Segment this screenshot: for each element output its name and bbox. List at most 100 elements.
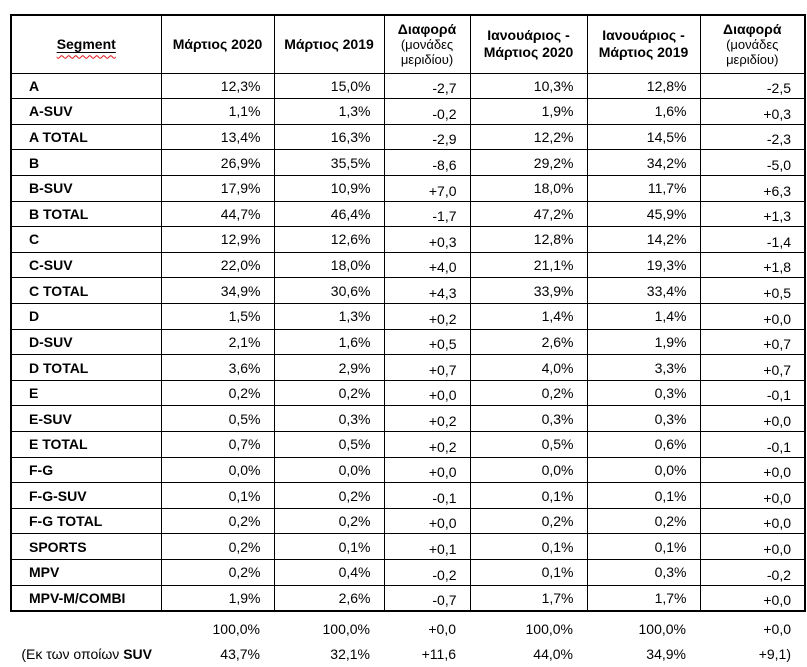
cell-jan-march-2019: 33,4%	[586, 277, 701, 304]
cell-diff-month: -2,7	[383, 72, 471, 100]
table-row: D TOTAL 3,6% 2,9% +0,7 4,0% 3,3% +0,7	[10, 354, 806, 381]
cell-march-2020: 0,7%	[160, 431, 275, 458]
cell-jan-march-2020: 33,9%	[469, 277, 588, 304]
table-row: E 0,2% 0,2% +0,0 0,2% 0,3% -0,1	[10, 379, 806, 407]
cell-march-2020: 0,5%	[160, 405, 275, 433]
total-diff-ytd: +0,0	[763, 620, 791, 637]
col-header-segment: Segment	[10, 14, 162, 74]
cell-jan-march-2020: 47,2%	[469, 200, 588, 228]
total-jan-march-2020: 100,0%	[525, 620, 573, 637]
cell-jan-march-2019: 34,2%	[586, 149, 701, 176]
cell-jan-march-2020: 21,1%	[469, 251, 588, 279]
cell-diff-ytd: -0,1	[699, 431, 806, 458]
cell-march-2020: 0,1%	[160, 482, 275, 509]
cell-march-2020: 2,1%	[160, 328, 275, 356]
cell-diff-ytd: +0,0	[699, 482, 806, 509]
col-header-jan-march-2019: Ιανουάριος - Μάρτιος 2019	[586, 14, 701, 74]
total-row: 100,0% 100,0% +0,0 100,0% 100,0% +0,0	[10, 616, 804, 642]
cell-jan-march-2020: 0,1%	[469, 482, 588, 509]
cell-jan-march-2019: 0,3%	[586, 559, 701, 586]
suv-march-2020: 43,7%	[220, 646, 260, 663]
table-row: C TOTAL 34,9% 30,6% +4,3 33,9% 33,4% +0,…	[10, 277, 806, 304]
segment-label: D TOTAL	[10, 354, 162, 381]
total-march-2020: 100,0%	[212, 620, 260, 637]
cell-diff-month: -0,2	[383, 559, 471, 586]
table-row: F-G TOTAL 0,2% 0,2% +0,0 0,2% 0,2% +0,0	[10, 507, 806, 535]
cell-march-2019: 2,9%	[273, 354, 385, 381]
cell-march-2019: 1,3%	[273, 302, 385, 330]
cell-diff-month: +0,2	[383, 302, 471, 330]
cell-march-2020: 26,9%	[160, 149, 275, 176]
cell-diff-ytd: +0,0	[699, 302, 806, 330]
cell-march-2019: 18,0%	[273, 251, 385, 279]
table-row: F-G-SUV 0,1% 0,2% -0,1 0,1% 0,1% +0,0	[10, 482, 806, 509]
cell-jan-march-2019: 0,1%	[586, 533, 701, 561]
cell-jan-march-2019: 1,9%	[586, 328, 701, 356]
cell-march-2020: 3,6%	[160, 354, 275, 381]
cell-diff-month: -0,1	[383, 482, 471, 509]
cell-march-2020: 0,2%	[160, 507, 275, 535]
cell-march-2020: 34,9%	[160, 277, 275, 304]
col-header-jan-march-2020: Ιανουάριος - Μάρτιος 2020	[469, 14, 588, 74]
diff-ytd-subtitle: (μονάδες μεριδίου)	[726, 37, 779, 67]
segment-label: C TOTAL	[10, 277, 162, 304]
cell-march-2020: 12,3%	[160, 72, 275, 100]
table-row: F-G 0,0% 0,0% +0,0 0,0% 0,0% +0,0	[10, 456, 806, 484]
table-row: C 12,9% 12,6% +0,3 12,8% 14,2% -1,4	[10, 226, 806, 253]
cell-jan-march-2019: 14,2%	[586, 226, 701, 253]
cell-diff-ytd: -5,0	[699, 149, 806, 176]
cell-jan-march-2019: 0,2%	[586, 507, 701, 535]
segment-label: B-SUV	[10, 174, 162, 202]
col-header-march-2019: Μάρτιος 2019	[273, 14, 385, 74]
jan-march-2019-line2: Μάρτιος 2019	[598, 44, 689, 61]
table-row: MPV 0,2% 0,4% -0,2 0,1% 0,3% -0,2	[10, 559, 806, 586]
cell-jan-march-2019: 0,3%	[586, 379, 701, 407]
segment-label: A-SUV	[10, 98, 162, 125]
col-header-diff-ytd: Διαφορά (μονάδες μεριδίου)	[699, 14, 806, 74]
cell-diff-month: -1,7	[383, 200, 471, 228]
segment-share-table: Segment Μάρτιος 2020 Μάρτιος 2019 Διαφορ…	[10, 14, 806, 612]
cell-march-2020: 0,2%	[160, 533, 275, 561]
total-diff-month: +0,0	[428, 620, 456, 637]
cell-jan-march-2020: 4,0%	[469, 354, 588, 381]
segment-label: B	[10, 149, 162, 176]
cell-jan-march-2020: 0,1%	[469, 559, 588, 586]
cell-march-2020: 44,7%	[160, 200, 275, 228]
cell-jan-march-2020: 0,5%	[469, 431, 588, 458]
segment-label: C-SUV	[10, 251, 162, 279]
suv-jan-march-2019: 34,9%	[646, 646, 686, 663]
cell-diff-ytd: +0,5	[699, 277, 806, 304]
cell-march-2019: 0,1%	[273, 533, 385, 561]
segment-label: E TOTAL	[10, 431, 162, 458]
cell-march-2019: 0,2%	[273, 379, 385, 407]
cell-jan-march-2020: 0,3%	[469, 405, 588, 433]
cell-march-2020: 13,4%	[160, 123, 275, 151]
cell-diff-ytd: +0,0	[699, 533, 806, 561]
cell-diff-ytd: +0,7	[699, 354, 806, 381]
cell-march-2019: 1,6%	[273, 328, 385, 356]
cell-diff-ytd: -0,1	[699, 379, 806, 407]
segment-label: MPV-M/COMBI	[10, 584, 162, 612]
cell-jan-march-2019: 19,3%	[586, 251, 701, 279]
cell-jan-march-2020: 1,7%	[469, 584, 588, 612]
cell-diff-ytd: +0,0	[699, 584, 806, 612]
cell-diff-ytd: +0,7	[699, 328, 806, 356]
suv-diff-month: +11,6	[421, 646, 456, 663]
cell-diff-ytd: +6,3	[699, 174, 806, 202]
table-row: SPORTS 0,2% 0,1% +0,1 0,1% 0,1% +0,0	[10, 533, 806, 561]
cell-jan-march-2020: 2,6%	[469, 328, 588, 356]
cell-diff-month: +0,2	[383, 431, 471, 458]
cell-diff-month: +0,1	[383, 533, 471, 561]
cell-diff-month: +0,3	[383, 226, 471, 253]
table-row: D 1,5% 1,3% +0,2 1,4% 1,4% +0,0	[10, 302, 806, 330]
cell-march-2020: 22,0%	[160, 251, 275, 279]
cell-diff-month: +0,5	[383, 328, 471, 356]
cell-diff-month: +4,3	[383, 277, 471, 304]
segment-label: MPV	[10, 559, 162, 586]
diff-month-subtitle: (μονάδες μεριδίου)	[400, 37, 454, 67]
cell-march-2019: 10,9%	[273, 174, 385, 202]
cell-jan-march-2019: 3,3%	[586, 354, 701, 381]
cell-diff-ytd: -0,2	[699, 559, 806, 586]
cell-diff-ytd: -1,4	[699, 226, 806, 253]
